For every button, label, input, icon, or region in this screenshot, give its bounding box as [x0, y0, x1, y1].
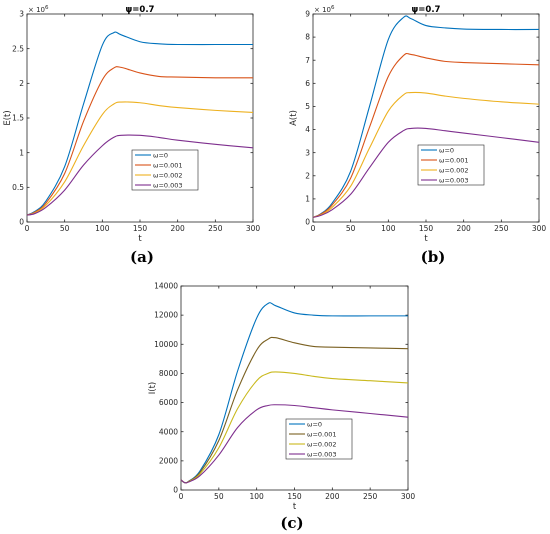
- legend-entry-label: ω=0: [153, 151, 168, 159]
- x-tick-label: 150: [287, 492, 302, 501]
- y-tick-label: 3: [305, 148, 310, 157]
- x-axis-label: t: [424, 234, 428, 244]
- x-tick-label: 200: [171, 224, 186, 233]
- legend-entry-label: ω=0: [439, 146, 454, 154]
- legend-entry-label: ω=0.002: [307, 440, 337, 448]
- y-tick-label: 0: [19, 218, 24, 227]
- x-tick-label: 100: [250, 492, 265, 501]
- y-tick-label: 1: [19, 148, 24, 157]
- legend-box: [131, 149, 199, 191]
- legend-entry-label: ω=0.001: [153, 161, 183, 169]
- legend: ω=0 ω=0.001 ω=0.002 ω=0.003: [417, 144, 485, 186]
- series-line-2: [26, 101, 254, 216]
- chart-panel-1: 0 50 100 150 200 250 300 0 1 2 3 4 5 6 7 8 9 × 106 ψ=0.7 t A…: [289, 5, 546, 266]
- y-tick-label: 2.5: [12, 44, 24, 53]
- y-tick-label: 1: [305, 194, 310, 203]
- x-tick-label: 0: [25, 224, 30, 233]
- legend-entry-label: ω=0.001: [307, 430, 337, 438]
- y-axis-multiplier: × 106: [28, 5, 49, 14]
- series-line-0: [312, 15, 540, 218]
- panel-label: (b): [421, 248, 446, 266]
- x-tick-label: 150: [133, 224, 148, 233]
- x-tick-label: 250: [208, 224, 223, 233]
- x-tick-label: 250: [363, 492, 378, 501]
- series-line-0: [26, 31, 253, 216]
- series-line-3: [312, 127, 540, 218]
- x-tick-label: 50: [346, 224, 356, 233]
- y-tick-label: 14000: [154, 282, 178, 291]
- legend-entry-label: ω=0.001: [439, 156, 469, 164]
- y-tick-label: 6: [305, 79, 310, 88]
- y-axis-label: E(t): [3, 110, 13, 125]
- y-tick-label: 10000: [154, 340, 178, 349]
- chart-title: ψ=0.7: [126, 5, 155, 15]
- y-tick-label: 1.5: [12, 114, 24, 123]
- y-tick-label: 3: [19, 10, 24, 19]
- panel-label: (a): [130, 248, 154, 266]
- legend-entry-label: ω=0.002: [153, 171, 183, 179]
- y-tick-label: 6000: [159, 398, 178, 407]
- y-tick-label: 8000: [159, 369, 178, 378]
- series-line-1: [180, 336, 409, 484]
- panel-label: (c): [280, 514, 303, 532]
- series-line-1: [26, 66, 254, 216]
- x-tick-label: 50: [60, 224, 70, 233]
- y-tick-label: 12000: [154, 311, 178, 320]
- x-tick-label: 0: [311, 224, 316, 233]
- y-tick-label: 4000: [159, 427, 178, 436]
- x-tick-label: 200: [325, 492, 340, 501]
- x-axis-label: t: [293, 502, 297, 512]
- legend-box: [417, 144, 485, 186]
- y-tick-label: 2000: [159, 456, 178, 465]
- y-tick-label: 2: [305, 171, 310, 180]
- y-tick-label: 0: [173, 486, 178, 495]
- legend-entry-label: ω=0.003: [307, 450, 337, 458]
- chart-title: ψ=0.7: [412, 5, 441, 15]
- legend: ω=0 ω=0.001 ω=0.002 ω=0.003: [131, 149, 199, 191]
- series-line-3: [180, 404, 409, 484]
- legend-entry-label: ω=0: [307, 420, 322, 428]
- plot-area-frame: [26, 13, 254, 223]
- legend-entry-label: ω=0.002: [439, 166, 469, 174]
- y-axis-label: A(t): [289, 110, 299, 126]
- y-tick-label: 2: [19, 79, 24, 88]
- legend-entry-label: ω=0.003: [153, 181, 183, 189]
- x-tick-label: 200: [457, 224, 472, 233]
- x-tick-label: 100: [381, 224, 396, 233]
- y-tick-label: 0: [305, 218, 310, 227]
- x-tick-label: 250: [494, 224, 509, 233]
- y-axis-label: I(t): [148, 382, 158, 394]
- x-tick-label: 0: [179, 492, 184, 501]
- y-axis-multiplier: × 106: [314, 5, 335, 14]
- legend-box: [285, 418, 353, 460]
- y-tick-label: 4: [305, 125, 310, 134]
- x-tick-label: 150: [419, 224, 434, 233]
- series-line-2: [312, 91, 540, 218]
- legend-entry-label: ω=0.003: [439, 176, 469, 184]
- legend: ω=0 ω=0.001 ω=0.002 ω=0.003: [285, 418, 353, 460]
- x-axis-label: t: [138, 234, 142, 244]
- y-tick-label: 5: [305, 102, 310, 111]
- x-tick-label: 50: [214, 492, 224, 501]
- series-line-1: [312, 52, 540, 218]
- y-tick-label: 0.5: [12, 183, 24, 192]
- chart-panel-2: 0 50 100 150 200 250 300 0 2000 4000 6000 8000 10000…: [148, 282, 415, 532]
- y-tick-label: 8: [305, 33, 310, 42]
- y-tick-label: 7: [305, 56, 310, 65]
- x-tick-label: 100: [95, 224, 110, 233]
- x-tick-label: 300: [532, 224, 547, 233]
- y-tick-label: 9: [305, 10, 310, 19]
- series-line-3: [26, 134, 254, 216]
- chart-panel-0: 0 50 100 150 200 250 300 0 0.5 1 1.5 2 2.5 3 × 106 ψ=0.…: [3, 5, 260, 266]
- x-tick-label: 300: [246, 224, 261, 233]
- x-tick-label: 300: [401, 492, 416, 501]
